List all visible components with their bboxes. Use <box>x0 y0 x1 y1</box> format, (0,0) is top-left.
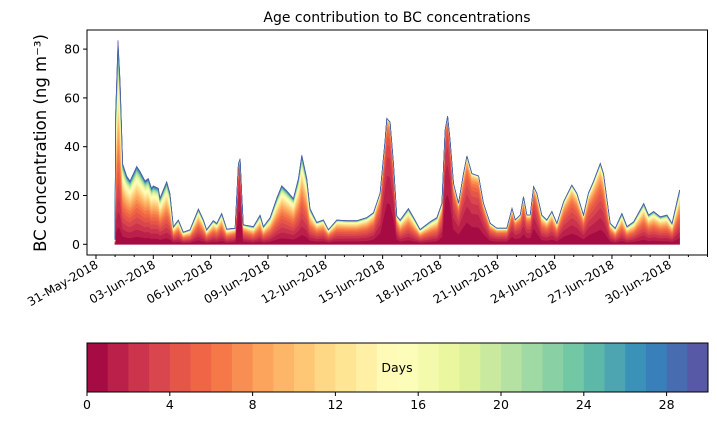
colorbar-tick-label: 20 <box>493 397 509 412</box>
colorbar-tick-label: 24 <box>576 397 592 412</box>
colorbar-bin-22 <box>542 343 564 392</box>
colorbar-tick-label: 16 <box>410 397 426 412</box>
colorbar-tick-label: 4 <box>166 397 174 412</box>
colorbar-tick-label: 0 <box>83 397 91 412</box>
colorbar-bin-16 <box>418 343 440 392</box>
colorbar-tick-label: 12 <box>327 397 343 412</box>
colorbar-frame <box>86 342 709 393</box>
colorbar-bin-19 <box>480 343 502 392</box>
colorbar-bin-1 <box>107 343 129 392</box>
plot-frame <box>86 29 708 256</box>
colorbar-bin-14 <box>376 343 398 392</box>
y-axis: 0 20 40 60 80 <box>64 42 87 252</box>
colorbar-bin-5 <box>190 343 212 392</box>
y-tick-label: 20 <box>64 188 80 203</box>
colorbar-label: Days <box>381 360 412 375</box>
colorbar-bin-13 <box>356 343 378 392</box>
colorbar-bin-24 <box>583 343 605 392</box>
x-tick-label: 31-May-2018 <box>25 257 100 309</box>
y-axis-label: BC concentration (ng m⁻³) <box>31 34 50 252</box>
x-axis: 31-May-201803-Jun-201806-Jun-201809-Jun-… <box>25 255 708 309</box>
colorbar-bin-12 <box>335 343 357 392</box>
y-tick-label: 80 <box>64 42 80 57</box>
colorbar-bin-18 <box>459 343 481 392</box>
colorbar-bin-29 <box>687 343 709 392</box>
colorbar-bin-26 <box>625 343 647 392</box>
colorbar-bin-23 <box>563 343 585 392</box>
colorbar-bin-15 <box>397 343 419 392</box>
stacked-age-layers <box>114 40 680 245</box>
colorbar-bin-2 <box>128 343 150 392</box>
y-tick-label: 40 <box>64 139 80 154</box>
colorbar: 0 4 8 12 16 20 24 28 <box>83 342 709 412</box>
colorbar-bin-20 <box>501 343 523 392</box>
colorbar-bin-6 <box>211 343 233 392</box>
colorbar-bin-4 <box>169 343 191 392</box>
colorbar-bin-3 <box>149 343 171 392</box>
y-tick-label: 0 <box>72 237 80 252</box>
colorbar-tick-label: 8 <box>249 397 257 412</box>
colorbar-bin-9 <box>273 343 295 392</box>
colorbar-bin-21 <box>521 343 543 392</box>
colorbar-bin-11 <box>314 343 336 392</box>
colorbar-bin-10 <box>294 343 316 392</box>
colorbar-bin-28 <box>666 343 688 392</box>
colorbar-bin-0 <box>87 343 109 392</box>
colorbar-bin-17 <box>438 343 461 392</box>
colorbar-tick-label: 28 <box>659 397 675 412</box>
y-tick-label: 60 <box>64 90 80 105</box>
colorbar-bin-25 <box>604 343 626 392</box>
age-layer-29-days <box>114 40 680 240</box>
colorbar-bin-7 <box>231 343 254 392</box>
chart-title: Age contribution to BC concentrations <box>263 10 530 26</box>
colorbar-bin-8 <box>252 343 274 392</box>
colorbar-bin-27 <box>645 343 668 392</box>
